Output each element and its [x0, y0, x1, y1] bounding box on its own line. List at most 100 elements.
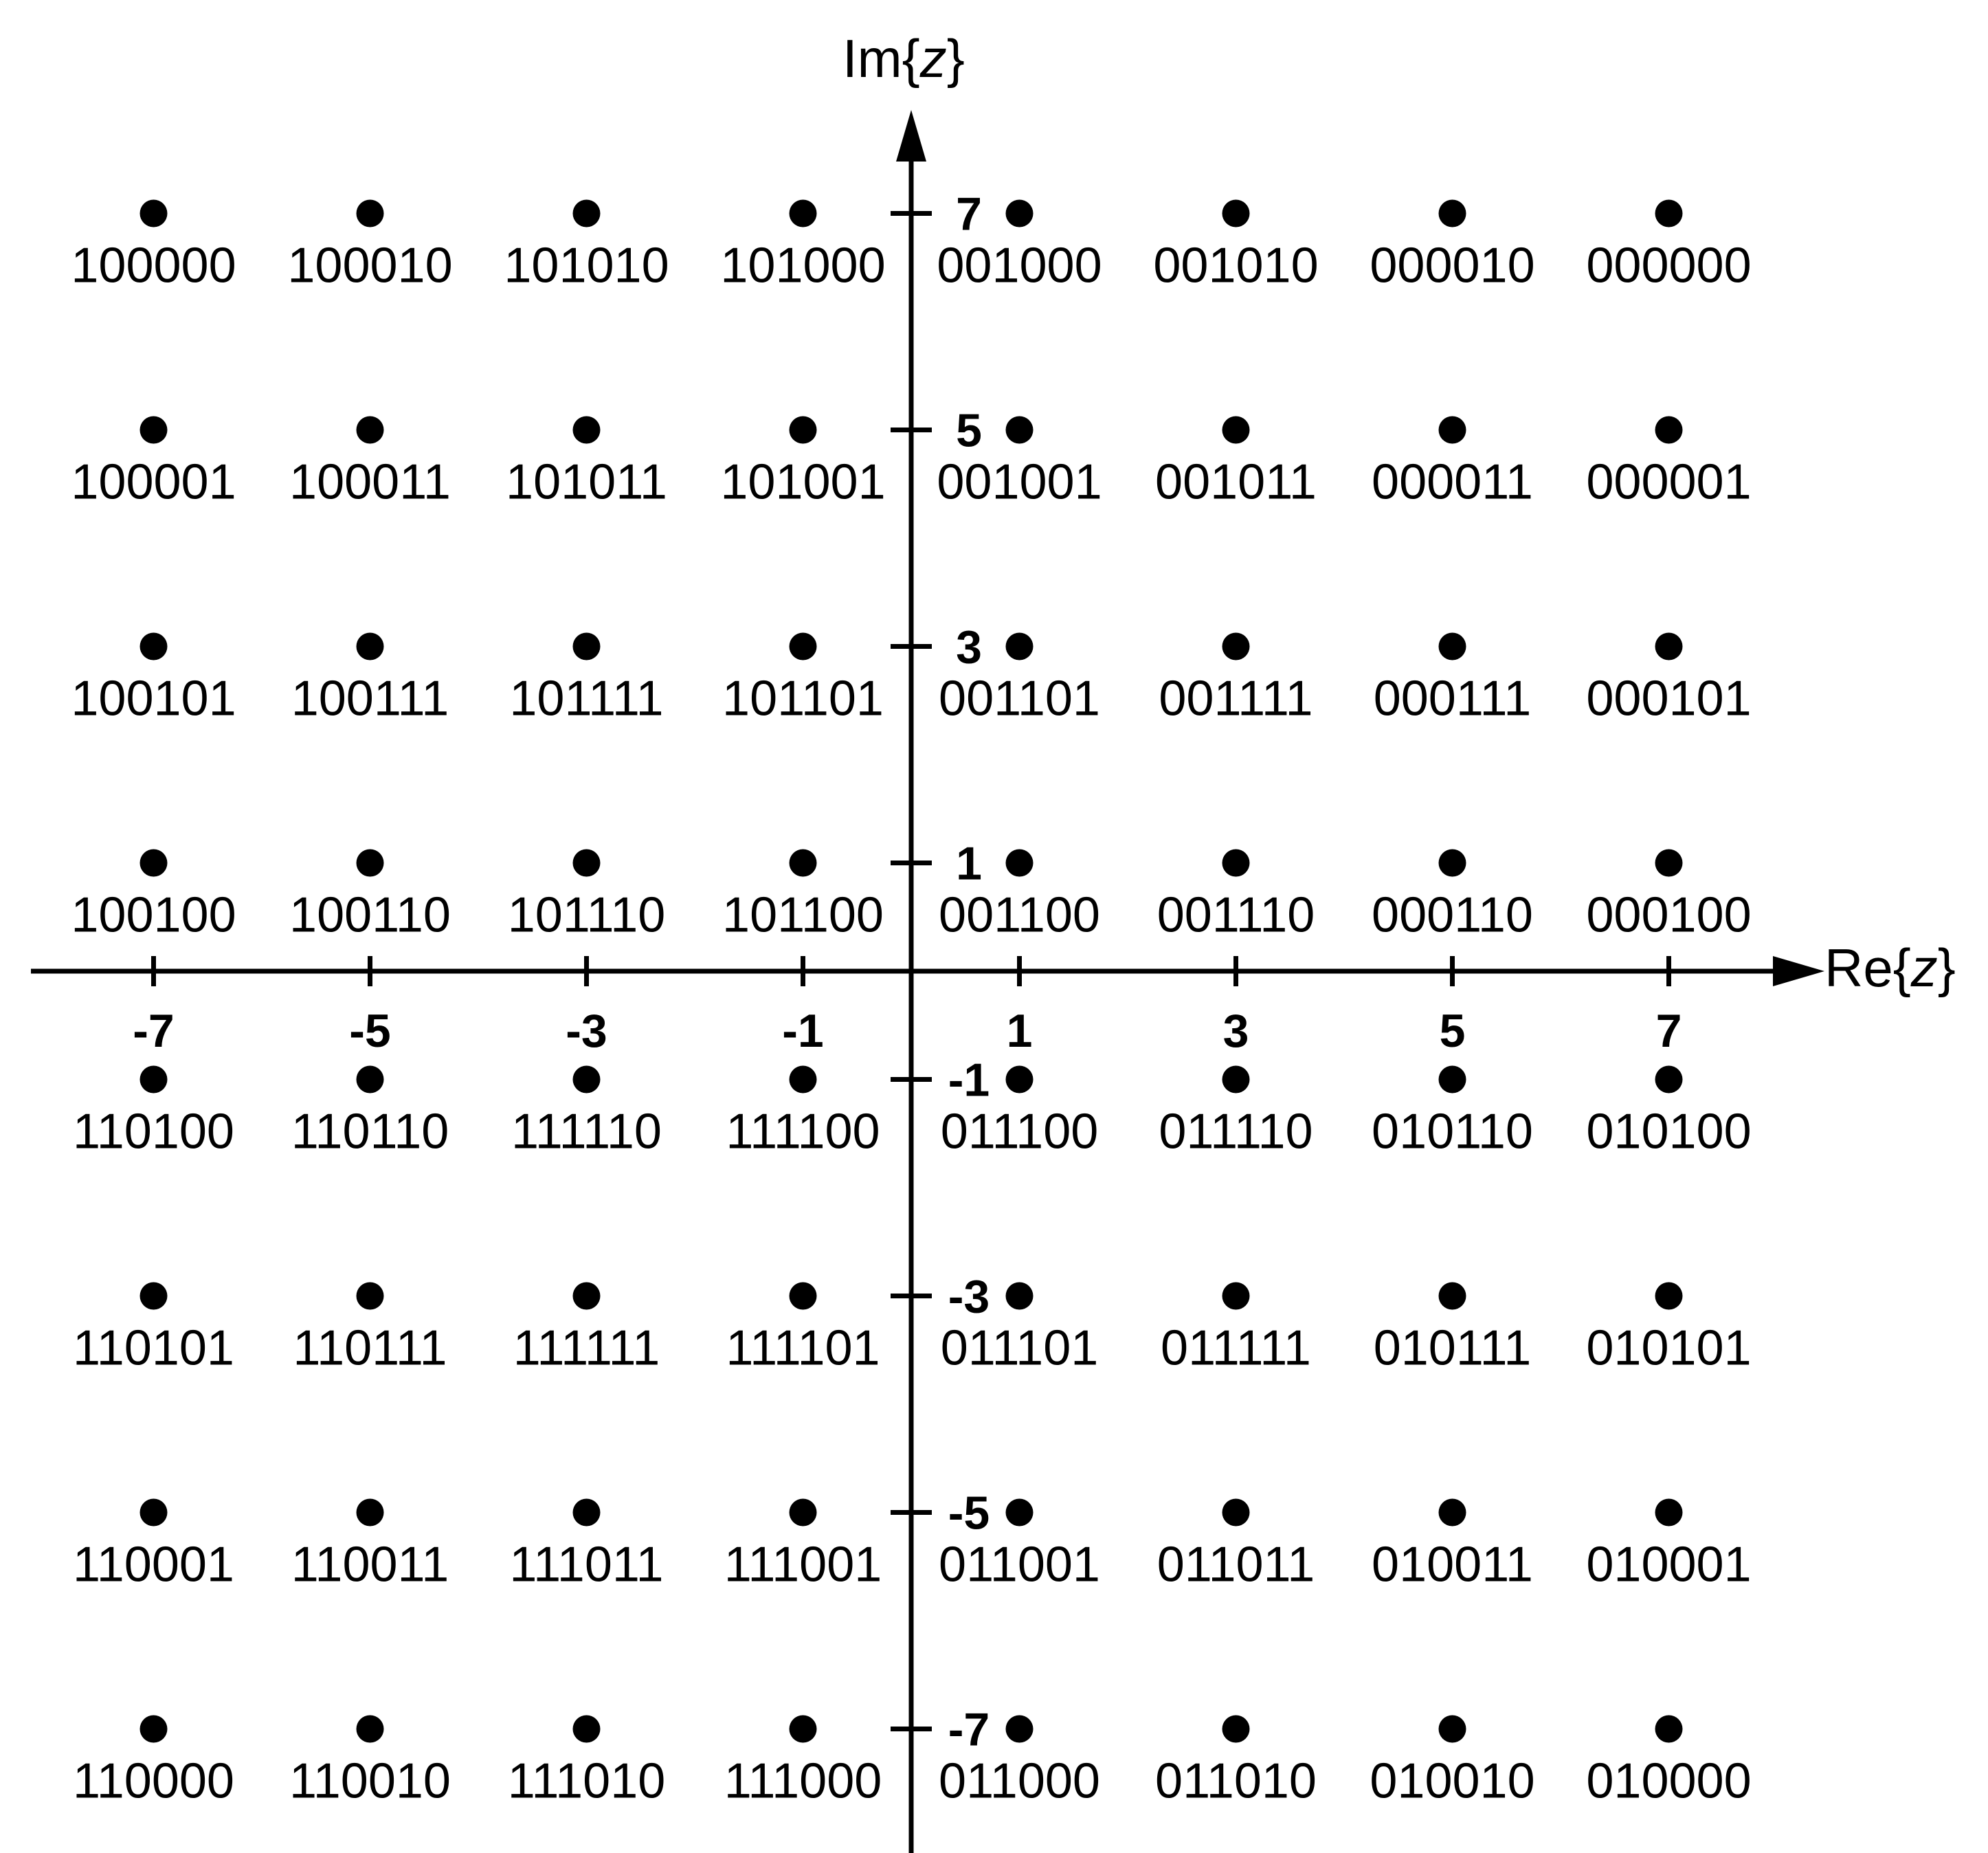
bit-label: 100100: [71, 888, 236, 943]
constellation-point: [356, 1715, 384, 1743]
constellation-point: [356, 1498, 384, 1527]
bit-label: 000000: [1586, 238, 1751, 293]
bit-label: 101100: [722, 888, 884, 943]
bit-label: 111000: [724, 1754, 882, 1809]
bit-label: 110011: [291, 1538, 449, 1593]
bit-label: 001110: [1157, 888, 1315, 943]
y-tick-label: 3: [956, 621, 982, 674]
constellation-point: [1005, 1282, 1034, 1310]
y-axis-title-var: z: [919, 28, 947, 89]
constellation-point: [789, 416, 817, 444]
constellation-point: [789, 849, 817, 877]
y-axis-title-prefix: Im{: [842, 28, 920, 89]
constellation-point: [1222, 199, 1250, 228]
constellation-point: [1005, 1498, 1034, 1527]
bit-label: 000111: [1374, 672, 1532, 726]
bit-labels: 100000 100010 101010 101000 001000 001010 0000…: [71, 238, 1751, 1809]
bit-label: 011100: [941, 1105, 1099, 1159]
constellation-point: [1438, 632, 1466, 661]
constellation-point: [356, 1065, 384, 1094]
constellation-point: [572, 1715, 601, 1743]
bit-label: 111110: [511, 1105, 662, 1159]
bit-label: 111100: [726, 1105, 880, 1159]
constellation-point: [789, 199, 817, 228]
x-tick-label: -3: [566, 1005, 607, 1057]
y-axis-title: Im{z}: [842, 28, 965, 89]
bit-label: 111001: [724, 1538, 882, 1593]
bit-label: 000001: [1586, 455, 1751, 510]
bit-label: 111010: [508, 1754, 666, 1809]
axes: [31, 110, 1824, 1853]
constellation-point: [139, 849, 168, 877]
bit-label: 000101: [1586, 672, 1751, 726]
bit-label: 101111: [509, 672, 663, 726]
constellation-point: [572, 1065, 601, 1094]
constellation-point: [1222, 1065, 1250, 1094]
bit-label: 111011: [509, 1538, 663, 1593]
constellation-point: [789, 632, 817, 661]
y-tick-label: 1: [956, 838, 982, 890]
bit-label: 000110: [1372, 888, 1533, 943]
constellation-point: [139, 1065, 168, 1094]
constellation-point: [1222, 1282, 1250, 1310]
bit-label: 101010: [504, 238, 669, 293]
x-tick-label: 7: [1656, 1005, 1682, 1057]
constellation-point: [1005, 416, 1034, 444]
constellation-point: [1005, 849, 1034, 877]
constellation-point: [572, 199, 601, 228]
constellation-point: [1438, 199, 1466, 228]
y-tick-label: -7: [948, 1704, 990, 1756]
bit-label: 111111: [513, 1321, 660, 1376]
bit-label: 001111: [1159, 672, 1313, 726]
bit-label: 010011: [1372, 1538, 1533, 1593]
bit-label: 011011: [1157, 1538, 1315, 1593]
bit-label: 100010: [287, 238, 452, 293]
bit-label: 011001: [939, 1538, 1100, 1593]
bit-label: 010111: [1374, 1321, 1532, 1376]
constellation-point: [1005, 632, 1034, 661]
bit-label: 101000: [720, 238, 885, 293]
bit-label: 011010: [1155, 1754, 1317, 1809]
y-tick-label: -1: [948, 1054, 990, 1107]
constellation-point: [1655, 1065, 1683, 1094]
constellation-point: [1655, 632, 1683, 661]
constellation-point: [139, 416, 168, 444]
bit-label: 110010: [289, 1754, 451, 1809]
constellation-point: [1222, 632, 1250, 661]
constellation-point: [356, 199, 384, 228]
x-axis-title-var: z: [1910, 937, 1938, 998]
constellation-point: [789, 1498, 817, 1527]
constellation-point: [1655, 1282, 1683, 1310]
constellation-point: [139, 1498, 168, 1527]
bit-label: 011101: [941, 1321, 1099, 1376]
bit-label: 100000: [71, 238, 236, 293]
bit-label: 101011: [506, 455, 667, 510]
bit-label: 011000: [939, 1754, 1100, 1809]
constellation-point: [1222, 1715, 1250, 1743]
x-tick-label: -1: [782, 1005, 823, 1057]
constellation-point: [789, 1282, 817, 1310]
constellation-point: [1222, 849, 1250, 877]
bit-label: 001101: [939, 672, 1100, 726]
bit-label: 010010: [1370, 1754, 1534, 1809]
y-tick-label: -5: [948, 1487, 990, 1540]
x-axis-title-suffix: }: [1938, 937, 1956, 998]
constellation-point: [356, 849, 384, 877]
constellation-point: [1655, 1715, 1683, 1743]
constellation-point: [789, 1715, 817, 1743]
ticks: -7 -5 -3 -1 1 3 5 7 7 5 3 1 -1 -3 -5 -7: [133, 188, 1682, 1756]
constellation-point: [572, 1282, 601, 1310]
x-tick-label: 1: [1007, 1005, 1033, 1057]
x-axis-title-prefix: Re{: [1824, 937, 1911, 998]
x-axis-arrowhead: [1773, 956, 1824, 986]
constellation-point: [572, 632, 601, 661]
bit-label: 010101: [1586, 1321, 1751, 1376]
bit-label: 000100: [1586, 888, 1751, 943]
bit-label: 110111: [293, 1321, 447, 1376]
bit-label: 010100: [1586, 1105, 1751, 1159]
constellation-point: [1222, 1498, 1250, 1527]
bit-label: 001010: [1153, 238, 1318, 293]
bit-label: 111101: [726, 1321, 880, 1376]
bit-label: 001011: [1155, 455, 1317, 510]
bit-label: 100101: [71, 672, 236, 726]
